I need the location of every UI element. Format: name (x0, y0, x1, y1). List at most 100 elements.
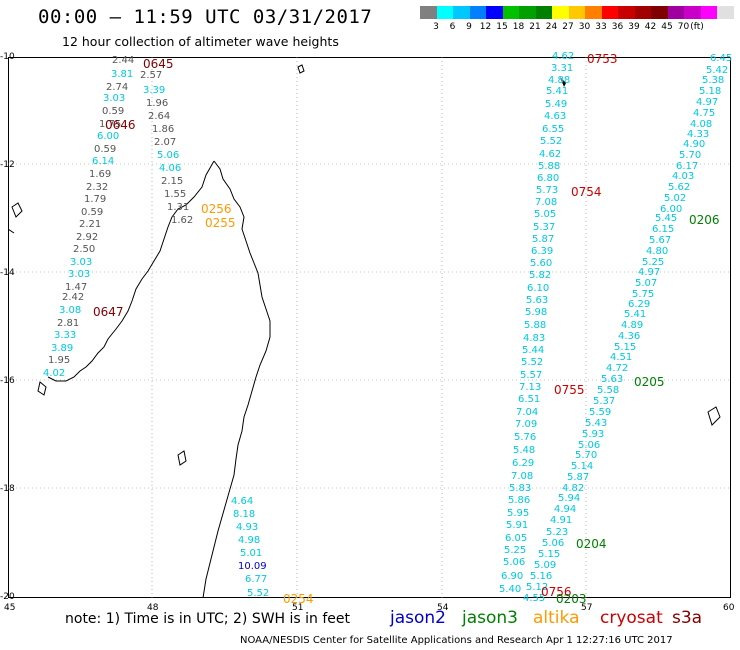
swh-value: 5.87 (532, 234, 555, 245)
time-label: 0647 (93, 305, 124, 319)
time-label: 0753 (587, 52, 618, 66)
scale-tick: 42 (644, 22, 657, 32)
swh-value: 2.07 (154, 137, 177, 148)
swh-value: 5.09 (534, 560, 557, 571)
swh-value: 2.44 (112, 55, 135, 66)
time-label: 0646 (105, 118, 136, 132)
swh-value: 5.49 (545, 99, 568, 110)
swh-value: 5.02 (664, 193, 687, 204)
scale-tick: 33 (595, 22, 607, 32)
swh-value: 4.06 (159, 163, 182, 174)
swh-value: 0.59 (102, 106, 125, 117)
swh-value: 7.08 (511, 471, 534, 482)
swh-value: 4.33 (687, 129, 710, 140)
swh-value: 5.63 (526, 295, 549, 306)
swh-value: 5.01 (240, 548, 263, 559)
swh-value: 7.09 (515, 419, 538, 430)
swh-value: 6.17 (676, 161, 699, 172)
swh-value: 5.88 (538, 161, 561, 172)
swh-value: 3.39 (143, 85, 166, 96)
swh-value: 4.55 (523, 593, 546, 604)
swh-value: 2.57 (140, 70, 163, 81)
swh-value: 0.59 (94, 144, 117, 155)
swh-value: 5.45 (655, 213, 678, 224)
swh-value: 5.12 (526, 582, 549, 593)
scale-swatch (601, 6, 619, 19)
scale-tick: 24 (545, 22, 558, 32)
swh-value: 5.15 (538, 549, 561, 560)
time-label: 0756 (541, 585, 572, 599)
swh-value: 1.86 (152, 124, 175, 135)
map-title: 00:00 – 11:59 UTC 03/31/2017 (38, 6, 373, 28)
swh-value: 0.59 (81, 207, 104, 218)
scale-tick: 6 (449, 22, 456, 32)
swh-value: 5.82 (529, 270, 552, 281)
swh-value: 5.52 (521, 357, 544, 368)
time-label: 0645 (143, 57, 174, 71)
swh-value: 5.59 (589, 407, 612, 418)
time-label: 0754 (571, 185, 602, 199)
swh-value: 4.36 (618, 331, 641, 342)
swh-value: 5.14 (571, 461, 594, 472)
swh-value: 4.63 (544, 111, 567, 122)
swh-value: 5.52 (540, 136, 563, 147)
swh-value: 2.50 (73, 244, 96, 255)
swh-value: 3.08 (59, 305, 82, 316)
scale-tick: 39 (628, 22, 640, 32)
swh-value: 4.83 (523, 333, 546, 344)
time-label: 0204 (576, 537, 607, 551)
map-subtitle: 12 hour collection of altimeter wave hei… (62, 34, 339, 49)
swh-value: 4.97 (638, 267, 661, 278)
lon-label: 48 (147, 603, 159, 613)
madagascar-coastline (202, 160, 271, 598)
scale-tick: 12 (479, 22, 492, 32)
scale-swatch (469, 6, 487, 19)
swh-value: 5.58 (597, 385, 620, 396)
swh-value: 5.23 (546, 527, 569, 538)
swh-value: 5.76 (514, 432, 537, 443)
swh-value: 6.45 (710, 53, 733, 64)
map-plot (8, 57, 731, 598)
swh-value: 4.02 (43, 368, 66, 379)
swh-value: 5.62 (668, 182, 691, 193)
swh-value: 10.09 (238, 561, 267, 572)
swh-value: 3.31 (551, 63, 574, 74)
swh-value: 2.64 (148, 111, 171, 122)
swh-value: 2.21 (79, 219, 102, 230)
scale-swatch (436, 6, 454, 19)
swh-value: 5.91 (506, 520, 529, 531)
scale-tick: 45 (661, 22, 673, 32)
lat-label: -14 (0, 268, 15, 278)
swh-value: 5.83 (509, 483, 532, 494)
scale-swatch (618, 6, 635, 19)
swh-value: 4.89 (621, 320, 644, 331)
lon-label: 60 (723, 603, 735, 613)
swh-value: 4.97 (696, 97, 719, 108)
swh-value: 1.95 (48, 355, 71, 366)
scale-tick: 30 (578, 22, 591, 32)
scale-swatch (717, 6, 734, 19)
swh-value: 4.03 (672, 171, 695, 182)
swh-value: 5.37 (533, 222, 556, 233)
lon-label: 54 (437, 603, 449, 613)
swh-value: 1.31 (167, 202, 190, 213)
swh-value: 5.57 (520, 370, 543, 381)
lon-label: 57 (581, 603, 593, 613)
scale-swatch (420, 6, 437, 19)
swh-value: 5.05 (534, 209, 557, 220)
swh-value: 6.51 (518, 394, 541, 405)
scale-tick: 70 (677, 22, 690, 32)
swh-value: 3.03 (70, 257, 93, 268)
swh-value: 4.80 (646, 246, 669, 257)
scale-swatch (519, 6, 536, 19)
swh-value: 5.44 (522, 345, 545, 356)
swh-value: 5.06 (578, 440, 601, 451)
swh-value: 5.75 (632, 289, 655, 300)
swh-value: 5.06 (503, 557, 526, 568)
swh-value: 7.04 (516, 407, 539, 418)
swh-value: 2.81 (57, 318, 80, 329)
lat-label: -18 (0, 484, 15, 494)
swh-value: 3.81 (111, 69, 134, 80)
swh-value: 6.90 (501, 571, 524, 582)
